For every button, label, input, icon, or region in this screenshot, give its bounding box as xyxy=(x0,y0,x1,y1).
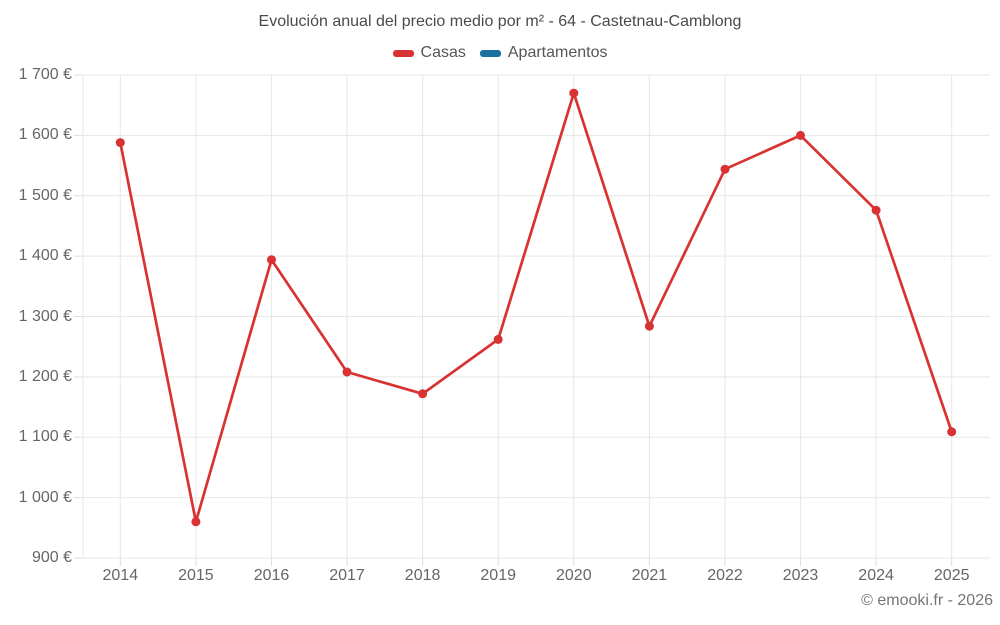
y-axis-label: 1 600 € xyxy=(18,126,72,144)
data-point-2023[interactable] xyxy=(796,130,805,140)
legend-item-casas[interactable]: Casas xyxy=(392,44,466,62)
apartamentos-swatch-icon xyxy=(479,49,501,57)
data-point-2025[interactable] xyxy=(947,427,957,437)
y-axis-label: 1 500 € xyxy=(18,186,72,204)
data-point-2014[interactable] xyxy=(115,138,125,148)
legend-label-apartamentos: Apartamentos xyxy=(507,44,608,61)
casas-swatch-icon xyxy=(392,49,414,57)
data-point-2020[interactable] xyxy=(569,88,579,98)
x-axis-label: 2018 xyxy=(404,567,441,584)
data-point-2019[interactable] xyxy=(493,334,503,344)
y-axis-label: 1 200 € xyxy=(18,367,72,385)
data-point-2018[interactable] xyxy=(418,389,428,399)
x-axis-label: 2019 xyxy=(480,567,516,584)
x-axis-label: 2015 xyxy=(178,567,214,584)
data-point-2021[interactable] xyxy=(644,321,654,331)
x-axis-label: 2024 xyxy=(858,567,894,584)
data-point-2022[interactable] xyxy=(720,164,730,174)
legend-label-casas: Casas xyxy=(420,44,466,61)
x-axis-label: 2016 xyxy=(253,567,290,584)
legend-item-apartamentos[interactable]: Apartamentos xyxy=(479,44,608,62)
chart-title: Evolución anual del precio medio por m² … xyxy=(258,13,742,30)
copyright-text: © emooki.fr - 2026 xyxy=(861,592,993,609)
y-axis-label: 1 400 € xyxy=(18,247,72,265)
data-point-2024[interactable] xyxy=(871,205,881,215)
x-axis-label: 2022 xyxy=(707,567,743,584)
data-point-2016[interactable] xyxy=(267,255,276,265)
x-axis-label: 2020 xyxy=(556,567,592,584)
y-axis-label: 1 300 € xyxy=(18,307,72,325)
y-axis-label: 1 000 € xyxy=(18,488,72,506)
y-axis-label: 1 100 € xyxy=(18,428,72,446)
y-axis-label: 900 € xyxy=(31,549,72,566)
x-axis-label: 2023 xyxy=(782,567,819,584)
x-axis-label: 2025 xyxy=(933,567,970,584)
x-axis-label: 2021 xyxy=(631,567,668,584)
data-point-2015[interactable] xyxy=(191,517,201,527)
x-axis-label: 2014 xyxy=(102,567,139,584)
legend: Casas Apartamentos xyxy=(0,44,1000,62)
y-axis-label: 1 700 € xyxy=(18,66,72,83)
casas-line xyxy=(118,91,954,524)
x-axis-label: 2017 xyxy=(329,567,365,584)
data-point-2017[interactable] xyxy=(342,367,352,377)
